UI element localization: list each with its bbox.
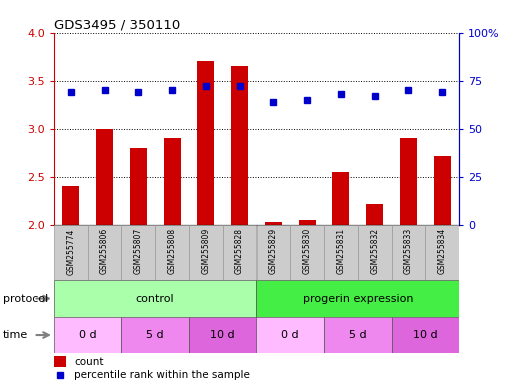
Text: percentile rank within the sample: percentile rank within the sample: [74, 371, 250, 381]
Text: 10 d: 10 d: [210, 330, 235, 340]
Bar: [122, 317, 189, 353]
Bar: [122, 225, 155, 280]
Bar: [54, 225, 88, 280]
Bar: [96, 129, 113, 225]
Text: 5 d: 5 d: [146, 330, 164, 340]
Bar: [256, 280, 459, 317]
Bar: [54, 280, 256, 317]
Bar: [88, 225, 122, 280]
Bar: [358, 225, 391, 280]
Bar: [54, 317, 122, 353]
Bar: [189, 317, 256, 353]
Text: GSM255774: GSM255774: [66, 228, 75, 275]
Bar: [54, 356, 66, 367]
Text: GSM255807: GSM255807: [134, 228, 143, 275]
Text: GSM255809: GSM255809: [201, 228, 210, 275]
Bar: [324, 317, 391, 353]
Text: time: time: [3, 330, 28, 340]
Bar: [332, 172, 349, 225]
Text: protocol: protocol: [3, 293, 48, 304]
Text: 0 d: 0 d: [282, 330, 299, 340]
Bar: [290, 225, 324, 280]
Text: GSM255830: GSM255830: [303, 228, 312, 275]
Bar: [130, 148, 147, 225]
Bar: [265, 222, 282, 225]
Text: GSM255806: GSM255806: [100, 228, 109, 275]
Text: GSM255834: GSM255834: [438, 228, 447, 275]
Bar: [366, 204, 383, 225]
Bar: [324, 225, 358, 280]
Text: GDS3495 / 350110: GDS3495 / 350110: [54, 18, 180, 31]
Bar: [155, 225, 189, 280]
Bar: [164, 138, 181, 225]
Bar: [425, 225, 459, 280]
Text: GSM255829: GSM255829: [269, 228, 278, 275]
Bar: [391, 317, 459, 353]
Bar: [62, 186, 79, 225]
Text: 0 d: 0 d: [79, 330, 96, 340]
Bar: [231, 66, 248, 225]
Text: GSM255808: GSM255808: [168, 228, 176, 275]
Bar: [198, 61, 214, 225]
Bar: [189, 225, 223, 280]
Bar: [223, 225, 256, 280]
Bar: [256, 225, 290, 280]
Text: control: control: [136, 293, 174, 304]
Text: 10 d: 10 d: [413, 330, 438, 340]
Bar: [391, 225, 425, 280]
Text: GSM255831: GSM255831: [337, 228, 345, 275]
Text: GSM255832: GSM255832: [370, 228, 379, 275]
Bar: [256, 317, 324, 353]
Bar: [434, 156, 451, 225]
Text: GSM255828: GSM255828: [235, 228, 244, 274]
Text: GSM255833: GSM255833: [404, 228, 413, 275]
Bar: [299, 220, 315, 225]
Text: progerin expression: progerin expression: [303, 293, 413, 304]
Bar: [400, 138, 417, 225]
Text: count: count: [74, 357, 104, 367]
Text: 5 d: 5 d: [349, 330, 367, 340]
